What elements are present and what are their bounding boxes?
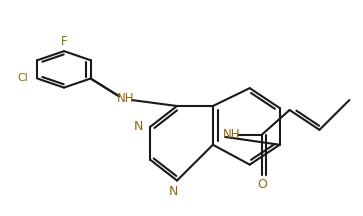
Text: O: O bbox=[257, 178, 267, 191]
Text: N: N bbox=[134, 120, 144, 133]
Text: NH: NH bbox=[117, 92, 134, 105]
Text: Cl: Cl bbox=[17, 73, 28, 84]
Text: NH: NH bbox=[223, 128, 241, 141]
Text: N: N bbox=[169, 185, 178, 198]
Text: F: F bbox=[61, 35, 67, 48]
